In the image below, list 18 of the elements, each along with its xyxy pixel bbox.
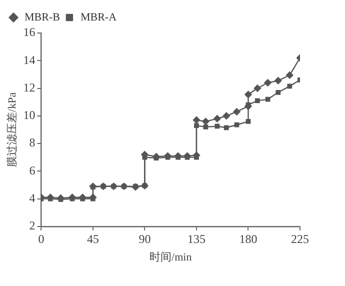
legend-label: MBR-A [80, 11, 117, 24]
x-axis-title: 时间/min [150, 250, 192, 264]
x-tick-label: 90 [138, 232, 151, 246]
y-tick-label: 16 [23, 25, 36, 40]
y-tick-label: 12 [23, 80, 36, 94]
x-tick-label: 180 [239, 232, 258, 246]
y-tick-label: 8 [29, 136, 36, 150]
x-tick-label: 135 [187, 232, 206, 246]
y-tick-label: 6 [29, 163, 36, 178]
x-tick-label: 45 [86, 232, 99, 246]
x-tick-label: 0 [38, 232, 44, 246]
y-axis-title: 膜过滤压差/kPa [5, 92, 18, 167]
x-tick-label: 225 [291, 232, 309, 246]
y-tick-label: 4 [29, 190, 36, 205]
y-tick-label: 2 [29, 218, 36, 233]
y-tick-label: 14 [23, 52, 36, 67]
y-tick-label: 10 [23, 108, 36, 122]
legend-label: MBR-B [24, 11, 60, 24]
